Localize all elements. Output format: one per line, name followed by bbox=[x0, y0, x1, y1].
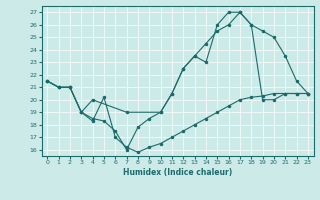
X-axis label: Humidex (Indice chaleur): Humidex (Indice chaleur) bbox=[123, 168, 232, 177]
